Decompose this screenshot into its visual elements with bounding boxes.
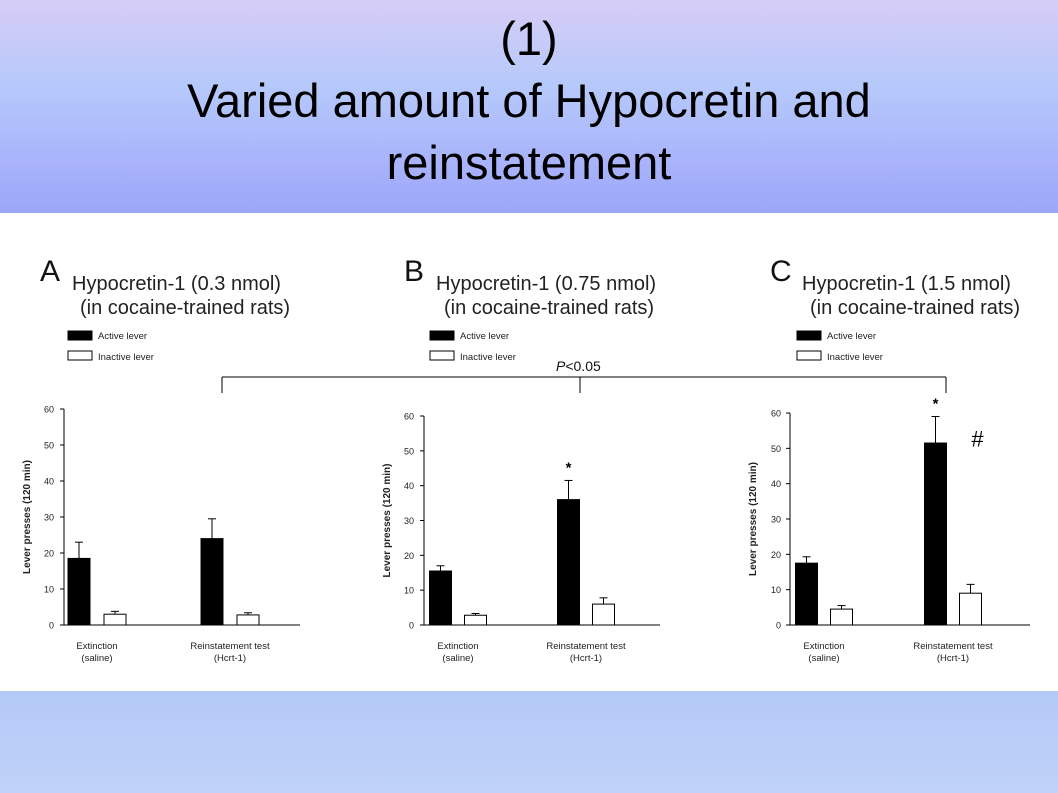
title-line-1: (1) xyxy=(500,12,558,65)
panel-a-legend-inactive-label: Inactive lever xyxy=(98,352,154,363)
panel-c-y-axis-label: Lever presses (120 min) xyxy=(748,462,759,576)
panel-a-y-axis-label: Lever presses (120 min) xyxy=(22,460,33,574)
panel-a-ytick-label: 30 xyxy=(44,513,54,523)
panel-c-legend-inactive-label: Inactive lever xyxy=(827,352,883,363)
panel-b-bar-inactive-0 xyxy=(464,614,487,626)
panel-b-significance-asterisk: * xyxy=(566,459,572,476)
panel-a-category-label: (Hcrt-1) xyxy=(214,653,246,664)
panel-b-title: Hypocretin-1 (0.75 nmol) xyxy=(436,273,656,295)
panel-b-legend-inactive-label: Inactive lever xyxy=(460,352,516,363)
comparison-label-p: P xyxy=(556,358,566,374)
panel-b-letter: B xyxy=(404,255,424,288)
panel-c-legend-inactive-swatch xyxy=(796,350,822,361)
panel-b-bar-active-0 xyxy=(429,570,452,626)
panel-a-bar-active-0 xyxy=(67,557,91,626)
panel-b-subtitle: (in cocaine-trained rats) xyxy=(444,297,654,319)
panel-c-ytick-label: 50 xyxy=(771,444,781,454)
panel-b-legend-active-swatch xyxy=(429,330,455,341)
panel-a-letter: A xyxy=(40,255,60,288)
panel-c-ytick-label: 10 xyxy=(771,585,781,595)
panel-a-legend-inactive-swatch xyxy=(67,350,93,361)
panel-a-title: Hypocretin-1 (0.3 nmol) xyxy=(72,273,281,295)
panel-c-title: Hypocretin-1 (1.5 nmol) xyxy=(802,273,1011,295)
panel-a-ytick-label: 0 xyxy=(49,621,54,631)
panel-b-legend-active-label: Active lever xyxy=(460,331,509,342)
panel-a-subtitle: (in cocaine-trained rats) xyxy=(80,297,290,319)
comparison-label: P<0.05 xyxy=(556,358,601,374)
panel-c-legend-active-label: Active lever xyxy=(827,331,876,342)
panel-a-ytick-label: 20 xyxy=(44,549,54,559)
panel-b-ytick-label: 30 xyxy=(404,516,414,526)
lower-band xyxy=(0,691,1058,793)
panel-c-ytick-label: 60 xyxy=(771,409,781,419)
panel-c-bar-inactive-0 xyxy=(830,608,853,626)
panel-a-ytick-label: 50 xyxy=(44,441,54,451)
panel-b-ytick-label: 60 xyxy=(404,412,414,422)
panel-b-ytick-label: 10 xyxy=(404,586,414,596)
panel-c-ytick-label: 0 xyxy=(776,621,781,631)
panel-c-ytick-label: 30 xyxy=(771,515,781,525)
panel-c-significance-asterisk: * xyxy=(933,396,939,413)
panel-a-legend-active-swatch xyxy=(67,330,93,341)
panel-b-category-label: (saline) xyxy=(442,653,473,664)
panel-b-ytick-label: 40 xyxy=(404,481,414,491)
panel-a-category-label: Extinction xyxy=(76,641,117,652)
panel-c-bar-active-0 xyxy=(795,562,818,626)
figure-svg: A Hypocretin-1 (0.3 nmol)(in cocaine-trai… xyxy=(22,255,1030,664)
panel-c-ytick-label: 20 xyxy=(771,550,781,560)
panel-a-bar-inactive-1 xyxy=(236,614,260,626)
panel-a-bar-active-1 xyxy=(200,538,224,626)
panel-c-category-label: (Hcrt-1) xyxy=(937,653,969,664)
panel-c-significance-hash: # xyxy=(971,427,984,452)
panel-a-ytick-label: 60 xyxy=(44,405,54,415)
panel-b-category-label: Reinstatement test xyxy=(546,641,626,652)
figure-area: A Hypocretin-1 (0.3 nmol) (in cocaine-trai… xyxy=(0,213,1058,691)
panel-c-bar-active-1 xyxy=(924,442,947,626)
panel-c-subtitle: (in cocaine-trained rats) xyxy=(810,297,1020,319)
slide-title: (1) Varied amount of Hypocretin and rein… xyxy=(0,0,1058,194)
panel-b-category-label: Extinction xyxy=(437,641,478,652)
panel-c-bar-inactive-1 xyxy=(959,592,982,626)
panel-c-legend-active-swatch xyxy=(796,330,822,341)
panel-a-ytick-label: 40 xyxy=(44,477,54,487)
panel-a-category-label: (saline) xyxy=(81,653,112,664)
panel-b-ytick-label: 50 xyxy=(404,446,414,456)
panel-c-category-label: (saline) xyxy=(808,653,839,664)
panel-a-ytick-label: 10 xyxy=(44,585,54,595)
panel-b-y-axis-label: Lever presses (120 min) xyxy=(382,464,393,578)
comparison-label-value: <0.05 xyxy=(565,358,601,374)
panel-a-category-label: Reinstatement test xyxy=(190,641,270,652)
panel-b-ytick-label: 0 xyxy=(409,621,414,631)
panel-c-category-label: Extinction xyxy=(803,641,844,652)
title-line-2: Varied amount of Hypocretin and xyxy=(187,74,871,127)
panel-b-legend-inactive-swatch xyxy=(429,350,455,361)
panel-b-category-label: (Hcrt-1) xyxy=(570,653,602,664)
panel-b-bar-active-1 xyxy=(557,499,580,626)
panel-c-category-label: Reinstatement test xyxy=(913,641,993,652)
panel-b-bar-inactive-1 xyxy=(592,603,615,626)
panel-c-ytick-label: 40 xyxy=(771,479,781,489)
title-line-3: reinstatement xyxy=(386,136,672,189)
panel-b-ytick-label: 20 xyxy=(404,551,414,561)
panel-a-bar-inactive-0 xyxy=(103,613,127,626)
title-band xyxy=(0,0,1058,213)
panel-c-letter: C xyxy=(770,255,792,288)
panel-a-legend-active-label: Active lever xyxy=(98,331,147,342)
